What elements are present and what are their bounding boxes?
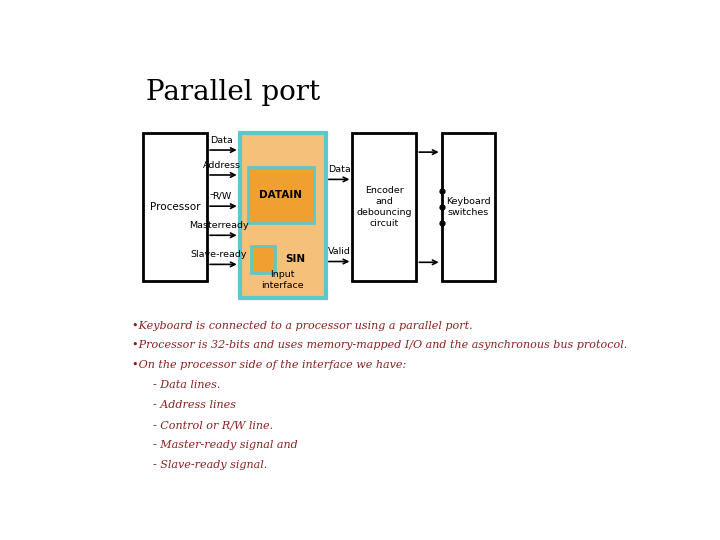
Text: - Control or R/W line.: - Control or R/W line. (132, 420, 273, 430)
Text: R/W: R/W (212, 192, 231, 201)
Bar (441, 133, 495, 281)
Text: Masterready: Masterready (189, 221, 248, 230)
Text: –: – (210, 191, 214, 199)
Text: Input
interface: Input interface (261, 269, 304, 290)
Text: DATAIN: DATAIN (259, 190, 302, 200)
Text: Valid: Valid (328, 247, 351, 256)
Bar (251, 246, 275, 273)
Text: Slave-ready: Slave-ready (190, 250, 247, 259)
Text: •Processor is 32-bits and uses memory-mapped I/O and the asynchronous bus protoc: •Processor is 32-bits and uses memory-ma… (132, 341, 627, 350)
Text: - Address lines: - Address lines (132, 400, 236, 410)
Bar (248, 167, 314, 223)
Text: Encoder
and
debouncing
circuit: Encoder and debouncing circuit (356, 186, 412, 228)
Text: Processor: Processor (150, 202, 200, 212)
Text: Keyboard
switches: Keyboard switches (446, 197, 490, 217)
Bar (240, 133, 326, 298)
Bar (143, 133, 207, 281)
Text: •Keyboard is connected to a processor using a parallel port.: •Keyboard is connected to a processor us… (132, 321, 472, 330)
Text: - Data lines.: - Data lines. (132, 380, 220, 390)
Text: Address: Address (203, 160, 240, 170)
Text: •On the processor side of the interface we have:: •On the processor side of the interface … (132, 360, 406, 370)
Text: - Master-ready signal and: - Master-ready signal and (132, 440, 297, 450)
Text: SIN: SIN (285, 254, 305, 264)
Text: Data: Data (328, 165, 351, 174)
Text: - Slave-ready signal.: - Slave-ready signal. (132, 460, 267, 470)
Text: Parallel port: Parallel port (145, 79, 320, 106)
Bar (352, 133, 416, 281)
Text: Data: Data (210, 136, 233, 145)
